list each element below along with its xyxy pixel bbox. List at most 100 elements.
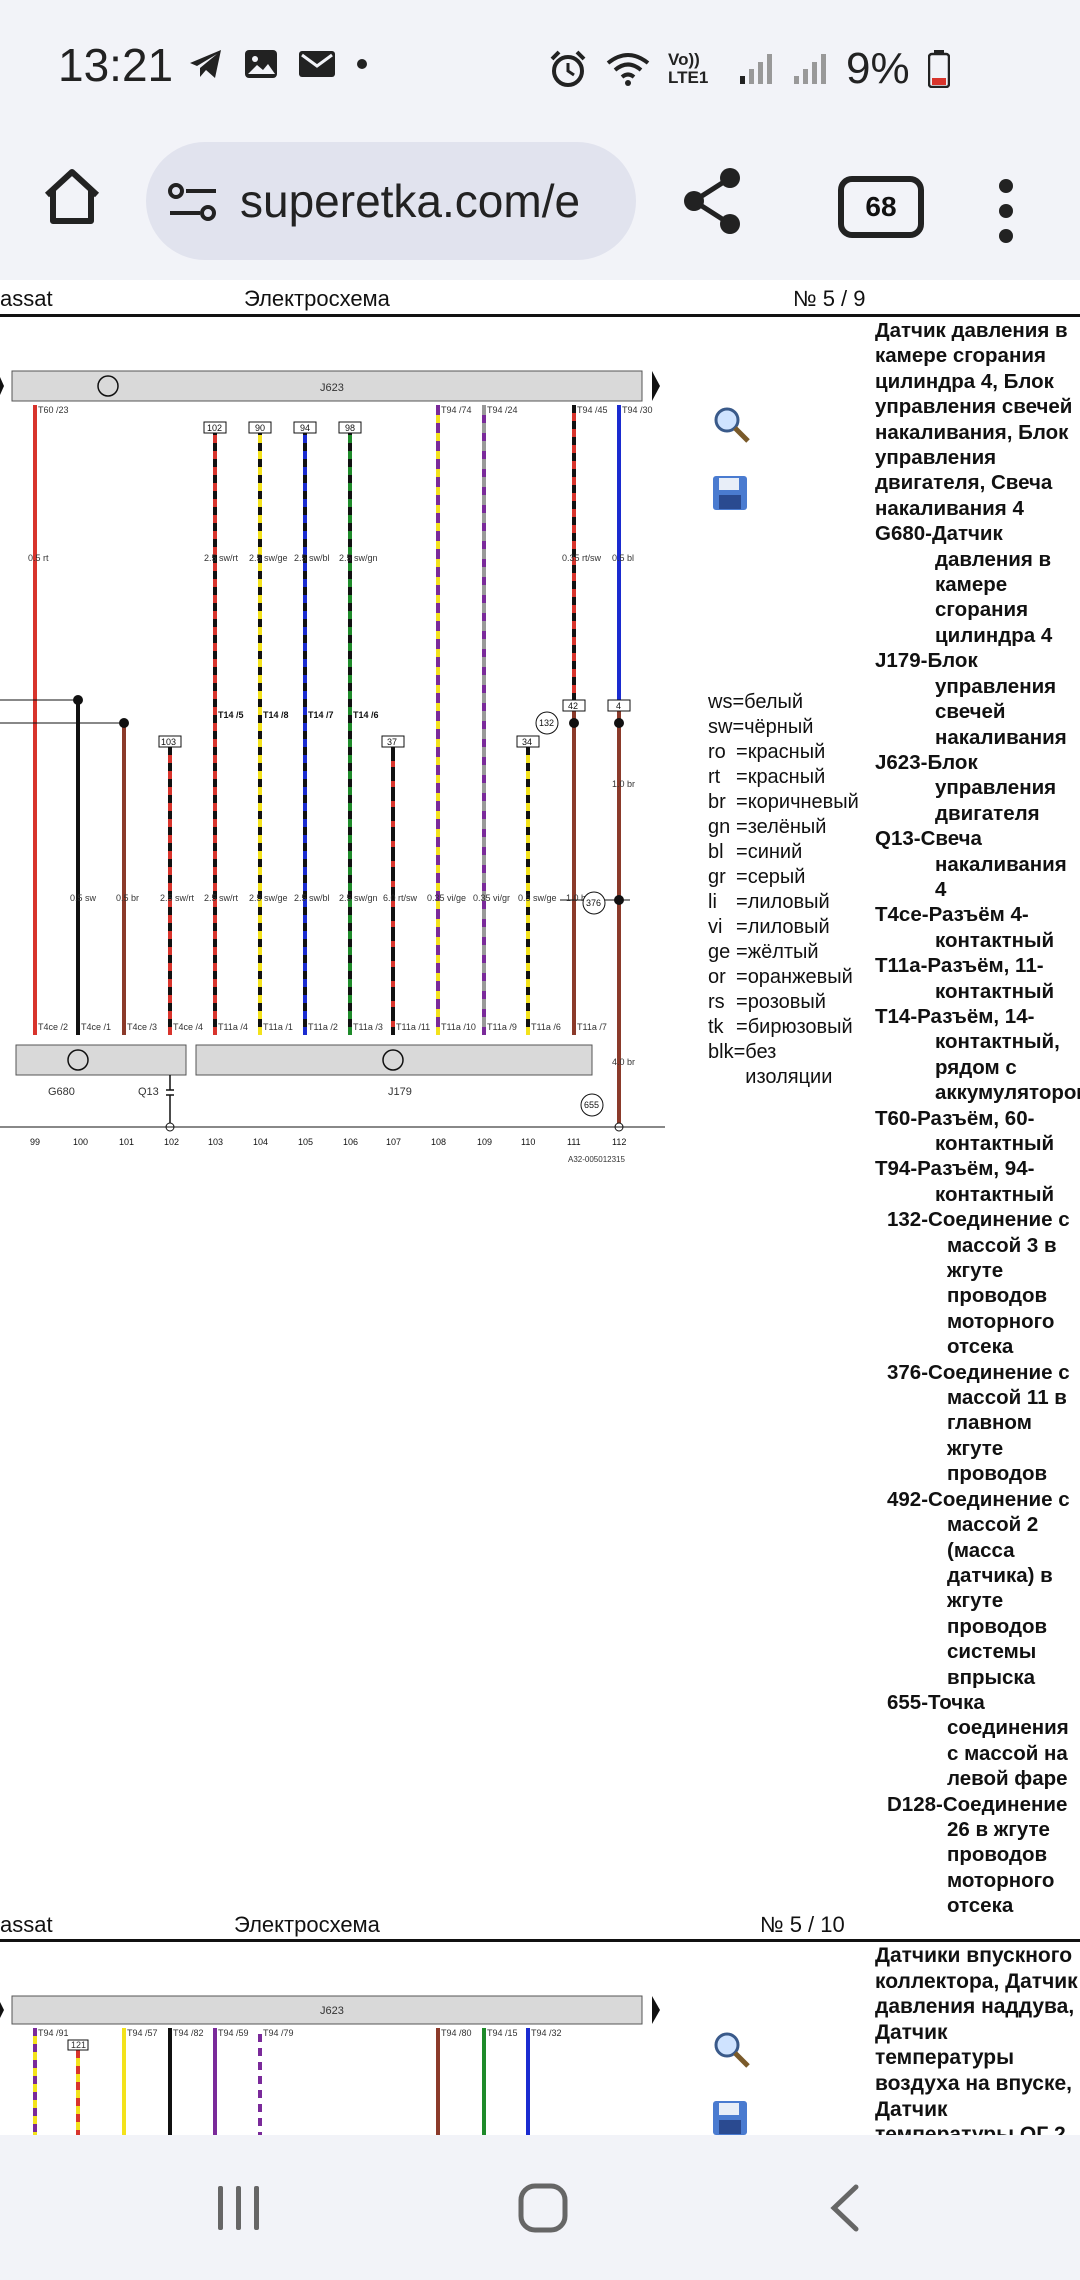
component-item[interactable]: T60-Разъём, 60-контактный bbox=[875, 1106, 1055, 1155]
color-legend: ws = белый sw = чёрный ro = красный rt = красный… bbox=[708, 690, 878, 1090]
svg-text:T94 /45: T94 /45 bbox=[577, 405, 608, 415]
battery-icon bbox=[927, 50, 950, 88]
component-item[interactable]: T14-Разъём, 14-контактный, рядом с аккум… bbox=[875, 1004, 1080, 1105]
svg-text:34: 34 bbox=[522, 737, 532, 747]
component-item[interactable]: T11a-Разъём, 11-контактный bbox=[875, 954, 1055, 1003]
component-item[interactable]: Q13-Свеча накаливания 4 bbox=[875, 827, 1067, 901]
svg-text:110: 110 bbox=[521, 1137, 535, 1147]
svg-text:94: 94 bbox=[300, 423, 310, 433]
svg-text:105: 105 bbox=[298, 1137, 313, 1147]
legend-item: ws = белый bbox=[708, 691, 804, 713]
telegram-icon bbox=[190, 50, 221, 78]
svg-text:J623: J623 bbox=[320, 2005, 344, 2017]
signal-icon-2 bbox=[794, 54, 826, 84]
back-button[interactable] bbox=[826, 2183, 866, 2238]
svg-text:T4ce /1: T4ce /1 bbox=[81, 1022, 111, 1032]
signal-icon-1 bbox=[740, 54, 772, 84]
svg-text:T94 /57: T94 /57 bbox=[127, 2028, 158, 2038]
home-nav-icon bbox=[518, 2183, 568, 2233]
svg-text:37: 37 bbox=[387, 737, 397, 747]
svg-text:0.35 vi/gr: 0.35 vi/gr bbox=[473, 893, 510, 903]
svg-text:G680: G680 bbox=[48, 1086, 75, 1098]
home-nav-button[interactable] bbox=[518, 2183, 568, 2238]
svg-text:4: 4 bbox=[616, 701, 621, 711]
recents-button[interactable] bbox=[214, 2183, 264, 2238]
svg-text:T14 /7: T14 /7 bbox=[308, 710, 334, 720]
wiring-diagram-2[interactable]: J623 T94 /91 121 T94 /57 T94 /82 T94 /59… bbox=[0, 1990, 665, 2135]
component-item[interactable]: J623-Блок управления двигателя bbox=[875, 750, 1057, 825]
home-icon bbox=[44, 169, 100, 224]
component-item[interactable]: 655-Точка соединения с массой на левой ф… bbox=[887, 1690, 1069, 1791]
svg-text:99: 99 bbox=[30, 1137, 40, 1147]
component-item[interactable]: 492-Соединение с массой 2 (масса датчика… bbox=[887, 1487, 1070, 1689]
svg-text:1.0 br: 1.0 br bbox=[612, 779, 635, 789]
legend-item: vi = лиловый bbox=[708, 916, 830, 938]
component-item[interactable]: 132-Соединение с массой 3 в жгуте провод… bbox=[887, 1208, 1070, 1359]
zoom-icon[interactable] bbox=[712, 405, 752, 445]
svg-text:0.5 br: 0.5 br bbox=[116, 893, 139, 903]
svg-text:0.5 sw/ge: 0.5 sw/ge bbox=[518, 893, 557, 903]
svg-text:0.35 rt/sw: 0.35 rt/sw bbox=[562, 553, 602, 563]
svg-text:132: 132 bbox=[539, 718, 554, 728]
component-item[interactable]: G680-Датчик давления в камере сгорания ц… bbox=[875, 522, 1053, 647]
svg-text:2.5 sw/rt: 2.5 sw/rt bbox=[160, 893, 195, 903]
svg-text:0.35 vi/ge: 0.35 vi/ge bbox=[427, 893, 466, 903]
component-item[interactable]: 376-Соединение с массой 11 в главном жгу… bbox=[887, 1360, 1070, 1486]
svg-text:T4ce /4: T4ce /4 bbox=[173, 1022, 203, 1032]
legend-item: tk = бирюзовый bbox=[708, 1016, 853, 1038]
overflow-menu-button[interactable] bbox=[996, 176, 1016, 251]
legend-item: bl = синий bbox=[708, 841, 803, 863]
svg-text:T94 /59: T94 /59 bbox=[218, 2028, 249, 2038]
svg-text:T11a /7: T11a /7 bbox=[577, 1022, 607, 1032]
car-model: assat bbox=[0, 286, 53, 311]
share-button[interactable] bbox=[680, 166, 744, 241]
svg-text:T11a /1: T11a /1 bbox=[263, 1022, 293, 1032]
gallery-icon bbox=[245, 50, 277, 78]
site-settings-icon[interactable] bbox=[166, 180, 220, 224]
component-item[interactable]: J179-Блок управления свечей накаливания bbox=[875, 649, 1067, 749]
svg-text:2.5 sw/ge: 2.5 sw/ge bbox=[249, 893, 288, 903]
svg-text:T11a /9: T11a /9 bbox=[487, 1022, 517, 1032]
dot-icon bbox=[357, 59, 367, 69]
legend-item: blk = без изоляции bbox=[708, 1041, 833, 1088]
tab-switcher-button[interactable]: 68 bbox=[838, 176, 924, 238]
wiring-diagram-1[interactable]: J623 102 90 bbox=[0, 355, 665, 1165]
component-descriptions: Датчик давления в камере сгорания цилинд… bbox=[875, 318, 1080, 1919]
home-button[interactable] bbox=[36, 160, 108, 232]
svg-text:2.5 sw/bl: 2.5 sw/bl bbox=[294, 553, 330, 563]
component-item[interactable]: D128-Соединение 26 в жгуте проводов мото… bbox=[887, 1792, 1068, 1918]
save-icon[interactable] bbox=[712, 475, 748, 511]
diagram-title-2: Датчики впускного коллектора, Датчик дав… bbox=[875, 1944, 1078, 2138]
svg-text:2.5 sw/bl: 2.5 sw/bl bbox=[294, 893, 330, 903]
svg-text:6.0 rt/sw: 6.0 rt/sw bbox=[383, 893, 418, 903]
legend-item: br = коричневый bbox=[708, 791, 859, 813]
svg-text:102: 102 bbox=[207, 423, 222, 433]
legend-item: rt = красный bbox=[708, 766, 826, 788]
save-icon[interactable] bbox=[712, 2100, 748, 2136]
url-text[interactable]: superetka.com/e bbox=[240, 175, 581, 227]
legend-item: gr = серый bbox=[708, 866, 806, 888]
notification-icons bbox=[188, 48, 368, 80]
ecu-j623-bar bbox=[11, 370, 643, 402]
svg-text:T94 /82: T94 /82 bbox=[173, 2028, 204, 2038]
svg-text:111: 111 bbox=[567, 1137, 581, 1147]
svg-text:102: 102 bbox=[164, 1137, 179, 1147]
svg-text:T14 /8: T14 /8 bbox=[263, 710, 289, 720]
svg-text:T11a /3: T11a /3 bbox=[353, 1022, 383, 1032]
svg-text:104: 104 bbox=[253, 1137, 268, 1147]
zoom-icon[interactable] bbox=[712, 2030, 752, 2070]
doc-kind: Электросхема bbox=[244, 286, 390, 311]
system-nav-bar bbox=[0, 2135, 1080, 2280]
svg-text:T94 /15: T94 /15 bbox=[487, 2028, 518, 2038]
svg-text:2.5 sw/ge: 2.5 sw/ge bbox=[249, 553, 288, 563]
component-item[interactable]: T94-Разъём, 94-контактный bbox=[875, 1157, 1055, 1206]
system-icons: Vo)) LTE1 9% bbox=[548, 44, 950, 94]
status-time: 13:21 bbox=[58, 39, 174, 91]
address-bar[interactable]: superetka.com/e bbox=[146, 142, 636, 260]
component-item[interactable]: T4ce-Разъём 4-контактный bbox=[875, 903, 1055, 952]
page-header-2: assat Электросхема № 5 / 10 bbox=[0, 1908, 1080, 1942]
legend-item: ge = жёлтый bbox=[708, 941, 819, 963]
car-model: assat bbox=[0, 1912, 53, 1937]
svg-text:T94 /74: T94 /74 bbox=[441, 405, 472, 415]
svg-text:100: 100 bbox=[73, 1137, 88, 1147]
